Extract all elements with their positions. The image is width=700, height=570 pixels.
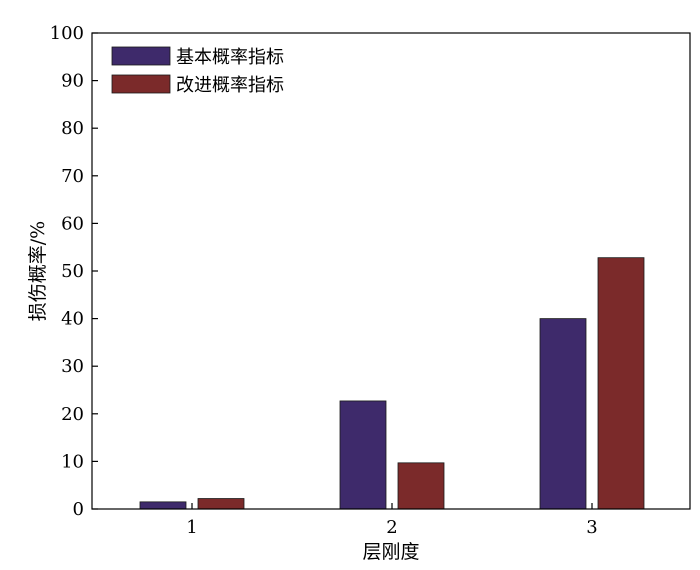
y-tick-label: 20	[61, 404, 84, 425]
y-tick-label: 80	[61, 118, 84, 139]
y-tick-label: 90	[61, 71, 84, 92]
x-axis-title: 层刚度	[362, 541, 419, 563]
y-axis-ticks: 0 10 20 30 40 50 60 70 80 90 100	[50, 23, 98, 520]
y-tick-label: 0	[73, 499, 84, 520]
bars	[139, 257, 645, 510]
y-tick-label: 40	[61, 309, 84, 330]
bar-improved-3	[597, 257, 645, 510]
bar-improved-1	[197, 498, 245, 510]
legend-swatch	[111, 46, 171, 66]
y-axis-title: 损伤概率/%	[27, 221, 49, 321]
y-tick-label: 10	[61, 451, 84, 472]
legend-swatch	[111, 74, 171, 94]
x-tick-label: 3	[586, 517, 597, 538]
plot-frame	[91, 32, 691, 510]
y-tick-label: 70	[61, 166, 84, 187]
x-axis-ticks: 1 2 3	[186, 503, 598, 538]
legend-label: 基本概率指标	[176, 47, 284, 68]
legend-label: 改进概率指标	[176, 75, 284, 96]
bar-basic-1	[139, 501, 187, 510]
bar-basic-2	[339, 400, 387, 510]
y-tick-label: 30	[61, 356, 84, 377]
y-tick-label: 100	[50, 23, 84, 44]
y-tick-label: 60	[61, 213, 84, 234]
bar-improved-2	[397, 462, 445, 510]
y-tick-label: 50	[61, 261, 84, 282]
x-tick-label: 2	[386, 517, 397, 538]
x-tick-label: 1	[186, 517, 197, 538]
bar-basic-3	[539, 318, 587, 510]
